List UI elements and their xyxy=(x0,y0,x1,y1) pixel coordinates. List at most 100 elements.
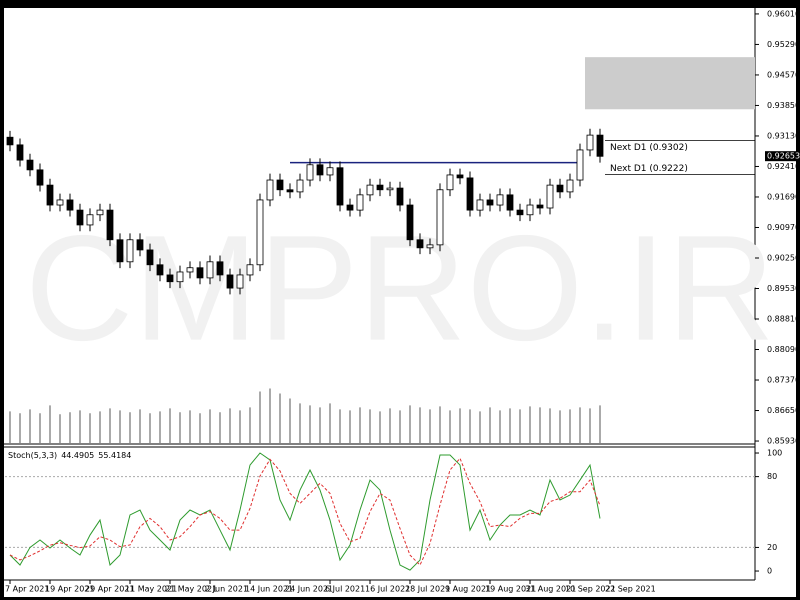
candle-body xyxy=(186,267,194,273)
y-tick-label: 100 xyxy=(767,449,782,458)
candle-body xyxy=(356,194,364,211)
x-tick-label: 6 Jul 2021 xyxy=(325,585,365,594)
y-tick-label: 0.90250 xyxy=(767,253,800,262)
candle-body xyxy=(466,177,474,211)
level-label: Next D1 (0.9302) xyxy=(610,143,688,153)
candle-body xyxy=(436,189,444,246)
candle-body xyxy=(306,164,314,181)
indicator-value: 44.4905 xyxy=(61,451,94,460)
y-tick-label: 0.88810 xyxy=(767,315,800,324)
y-tick-label: 0.86650 xyxy=(767,406,800,415)
y-tick-label: 0.93850 xyxy=(767,101,800,110)
price-box xyxy=(765,151,800,162)
candle-body xyxy=(506,194,514,211)
candle-body xyxy=(536,204,544,209)
x-tick-label: 11 May 2021 xyxy=(125,585,177,594)
candle-body xyxy=(66,199,74,211)
y-tick-label: 20 xyxy=(767,543,777,552)
indicator-label: Stoch(5,3,3) 44.4905 55.4184 xyxy=(8,451,131,460)
x-tick-label: 9 Aug 2021 xyxy=(445,585,491,594)
candle-body xyxy=(426,244,434,249)
candle-body xyxy=(76,209,84,226)
zone xyxy=(585,57,755,110)
candle-body xyxy=(546,184,554,209)
candle-body xyxy=(226,274,234,289)
y-tick-label: 0.95290 xyxy=(767,40,800,49)
candle-body xyxy=(166,274,174,283)
watermark: CMPRO.IR xyxy=(25,204,775,372)
candle-body xyxy=(576,149,584,181)
stoch-line xyxy=(9,457,601,566)
candle-body xyxy=(236,274,244,289)
candle-body xyxy=(526,204,534,216)
x-tick-label: 21 May 2021 xyxy=(165,585,217,594)
candle-body xyxy=(116,239,124,263)
x-tick-label: 24 Jun 2021 xyxy=(285,585,333,594)
x-tick-label: 14 Jun 2021 xyxy=(245,585,293,594)
candle-body xyxy=(316,164,324,176)
y-tick-label: 0.91690 xyxy=(767,192,800,201)
y-tick-label: 0.88090 xyxy=(767,345,800,354)
candle-body xyxy=(446,174,454,191)
candle-body xyxy=(106,209,114,241)
x-tick-label: 19 Aug 2021 xyxy=(485,585,536,594)
candle-body xyxy=(456,174,464,179)
candle-body xyxy=(416,239,424,249)
candle-body xyxy=(476,199,484,211)
candle-body xyxy=(556,184,564,193)
y-tick-label: 0.85930 xyxy=(767,437,800,446)
candle-body xyxy=(206,261,214,279)
indicator-value: 55.4184 xyxy=(98,451,131,460)
candle-body xyxy=(246,264,254,276)
candle-body xyxy=(376,184,384,191)
y-tick-label: 0.90970 xyxy=(767,223,800,232)
candle-body xyxy=(26,159,34,171)
stoch-line xyxy=(9,452,601,571)
y-tick-label: 0.94570 xyxy=(767,70,800,79)
candle-body xyxy=(256,199,264,266)
candle-body xyxy=(296,179,304,193)
y-tick-label: 0.89530 xyxy=(767,284,800,293)
x-tick-label: 19 Apr 2021 xyxy=(45,585,94,594)
x-tick-label: 2 Jun 2021 xyxy=(205,585,248,594)
y-tick-label: 0 xyxy=(767,567,772,576)
y-tick-label: 0.93130 xyxy=(767,131,800,140)
candle-body xyxy=(596,134,604,157)
level-label: Next D1 (0.9222) xyxy=(610,164,688,174)
candle-body xyxy=(156,264,164,276)
indicator-value: Stoch(5,3,3) xyxy=(8,451,57,460)
x-tick-label: 10 Sep 2021 xyxy=(565,585,616,594)
candle-body xyxy=(96,209,104,216)
candle-body xyxy=(336,167,344,206)
candle-body xyxy=(56,199,64,206)
candle-body xyxy=(586,134,594,151)
candle-body xyxy=(326,167,334,176)
candle-body xyxy=(126,239,134,263)
y-tick-label: 0.96010 xyxy=(767,9,800,18)
candle-body xyxy=(346,204,354,211)
price-label: 0.92653 xyxy=(767,152,800,161)
candle-body xyxy=(386,187,394,191)
candle-body xyxy=(196,267,204,279)
candle-body xyxy=(36,169,44,186)
candle-body xyxy=(276,179,284,191)
y-tick-label: 80 xyxy=(767,472,777,481)
x-tick-label: 7 Apr 2021 xyxy=(5,585,49,594)
candle-body xyxy=(566,179,574,193)
candle-body xyxy=(86,214,94,226)
candle-body xyxy=(16,144,24,161)
candle-body xyxy=(496,194,504,206)
candle-body xyxy=(486,199,494,206)
candle-body xyxy=(406,204,414,241)
x-tick-label: 29 Apr 2021 xyxy=(85,585,134,594)
candle-body xyxy=(46,184,54,206)
candle-body xyxy=(136,239,144,251)
candle-body xyxy=(366,184,374,196)
x-tick-label: 22 Sep 2021 xyxy=(605,585,656,594)
candle-body xyxy=(176,271,184,283)
x-tick-label: 31 Aug 2021 xyxy=(525,585,576,594)
x-tick-label: 28 Jul 2021 xyxy=(405,585,450,594)
candle-body xyxy=(146,249,154,266)
